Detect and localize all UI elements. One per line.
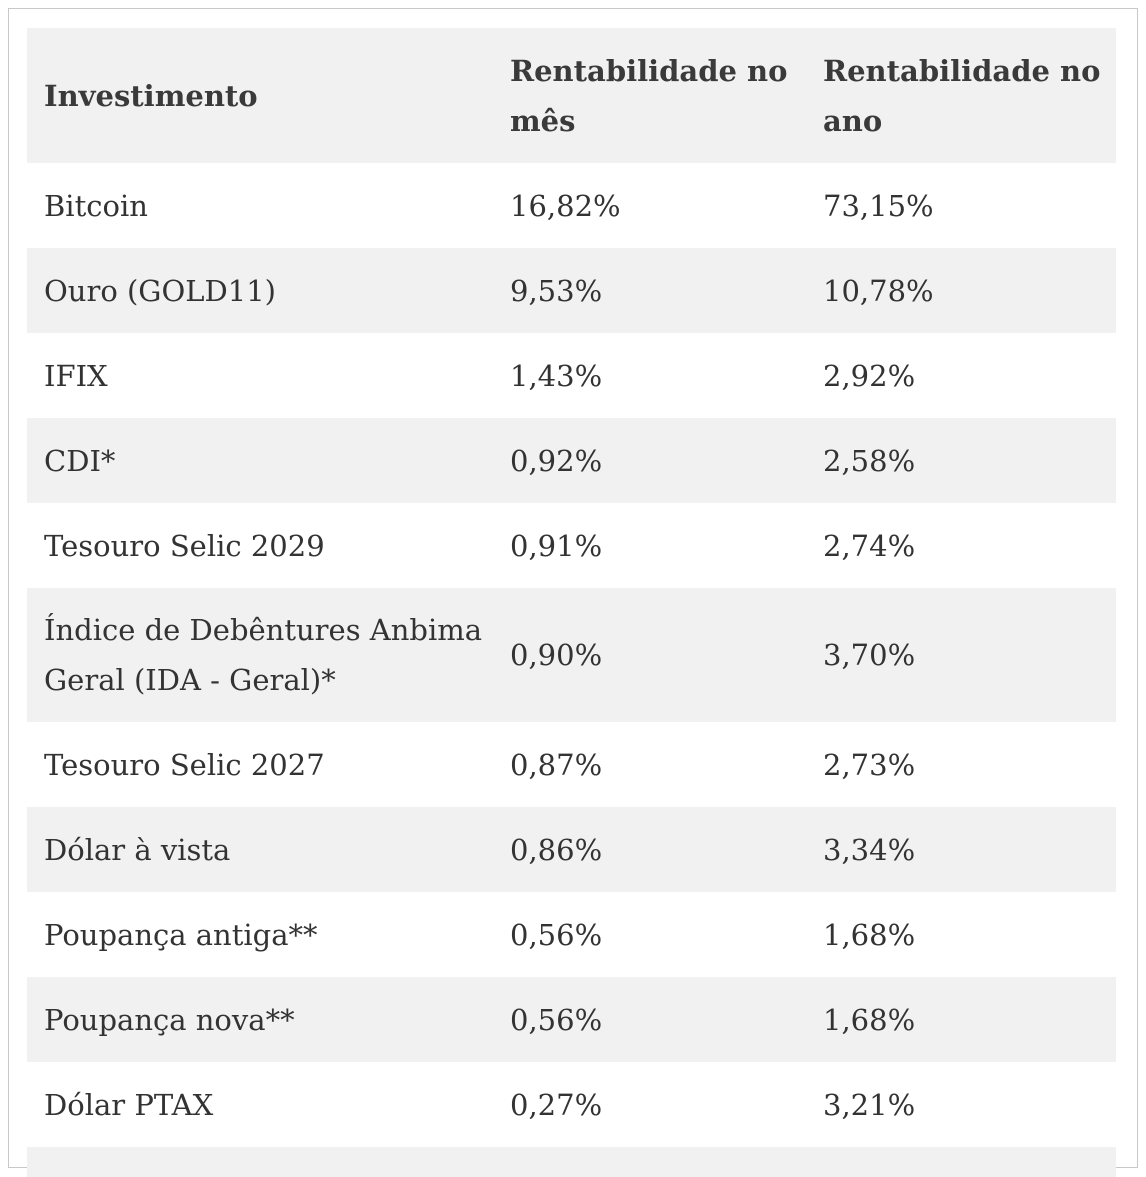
cell-rentabilidade-ano: 3,70% xyxy=(823,638,916,672)
cell-rentabilidade-ano: 2,58% xyxy=(823,443,916,478)
cell-rentabilidade-mes: 16,82% xyxy=(510,188,621,223)
investment-table: Investimento Rentabilidade no mês Rentab… xyxy=(27,28,1116,1177)
table-row: Tesouro Selic 2027 0,87% 2,73% xyxy=(27,722,1116,807)
table-row: CDI* 0,92% 2,58% xyxy=(27,418,1116,503)
cell-rentabilidade-ano: 2,74% xyxy=(823,528,916,563)
cell-investimento: Dólar PTAX xyxy=(44,1087,214,1122)
header-rentabilidade-mes: Rentabilidade no mês xyxy=(510,53,788,138)
table-row: Ouro (GOLD11) 9,53% 10,78% xyxy=(27,248,1116,333)
cell-investimento: Tesouro Selic 2029 xyxy=(44,528,325,563)
cell-empty xyxy=(806,1147,1116,1177)
cell-rentabilidade-mes: 0,92% xyxy=(510,443,603,478)
cell-rentabilidade-mes: 0,90% xyxy=(510,638,603,672)
cell-rentabilidade-ano: 2,73% xyxy=(823,747,916,782)
table-row: Dólar PTAX 0,27% 3,21% xyxy=(27,1062,1116,1147)
cell-rentabilidade-ano: 1,68% xyxy=(823,1002,916,1037)
cell-investimento: Bitcoin xyxy=(44,188,148,223)
table-header-row: Investimento Rentabilidade no mês Rentab… xyxy=(27,28,1116,163)
cell-empty xyxy=(27,1147,493,1177)
header-rentabilidade-ano: Rentabilidade no ano xyxy=(823,53,1101,138)
cell-rentabilidade-mes: 0,86% xyxy=(510,832,603,867)
cell-investimento: CDI* xyxy=(44,443,116,478)
cell-rentabilidade-mes: 0,56% xyxy=(510,917,603,952)
table-row: Poupança nova** 0,56% 1,68% xyxy=(27,977,1116,1062)
table-frame xyxy=(8,8,1138,1168)
cell-rentabilidade-mes: 9,53% xyxy=(510,273,603,308)
cell-investimento: Poupança antiga** xyxy=(44,917,318,952)
cell-empty xyxy=(493,1147,806,1177)
cell-investimento: Tesouro Selic 2027 xyxy=(44,747,325,782)
table-row-cut-off xyxy=(27,1147,1116,1177)
cell-rentabilidade-ano: 73,15% xyxy=(823,188,934,223)
cell-investimento: Ouro (GOLD11) xyxy=(44,273,276,308)
table-row: IFIX 1,43% 2,92% xyxy=(27,333,1116,418)
cell-rentabilidade-mes: 0,56% xyxy=(510,1002,603,1037)
cell-investimento: Dólar à vista xyxy=(44,832,231,867)
cell-rentabilidade-mes: 0,91% xyxy=(510,528,603,563)
table-row: Índice de Debêntures Anbima Geral (IDA -… xyxy=(27,588,1116,722)
cell-rentabilidade-ano: 3,34% xyxy=(823,832,916,867)
table-row: Tesouro Selic 2029 0,91% 2,74% xyxy=(27,503,1116,588)
cell-investimento: Poupança nova** xyxy=(44,1002,295,1037)
cell-rentabilidade-mes: 0,27% xyxy=(510,1087,603,1122)
cell-investimento: IFIX xyxy=(44,358,108,393)
table-row: Poupança antiga** 0,56% 1,68% xyxy=(27,892,1116,977)
cell-investimento: Índice de Debêntures Anbima Geral (IDA -… xyxy=(44,613,483,697)
header-investimento: Investimento xyxy=(44,78,258,113)
cell-rentabilidade-ano: 1,68% xyxy=(823,917,916,952)
cell-rentabilidade-mes: 1,43% xyxy=(510,358,603,393)
table-row: Dólar à vista 0,86% 3,34% xyxy=(27,807,1116,892)
cell-rentabilidade-ano: 3,21% xyxy=(823,1087,916,1122)
cell-rentabilidade-ano: 2,92% xyxy=(823,358,916,393)
cell-rentabilidade-ano: 10,78% xyxy=(823,273,934,308)
table-row: Bitcoin 16,82% 73,15% xyxy=(27,163,1116,248)
cell-rentabilidade-mes: 0,87% xyxy=(510,747,603,782)
